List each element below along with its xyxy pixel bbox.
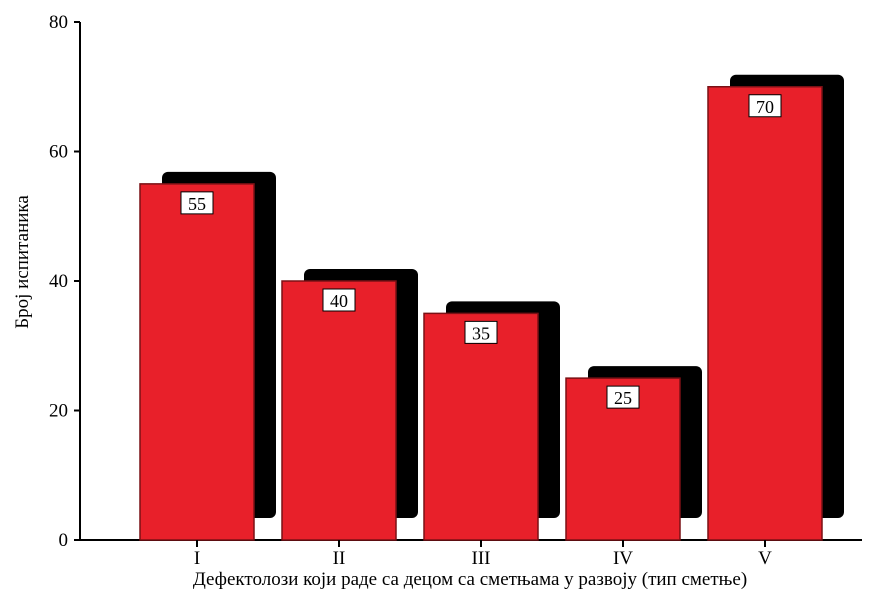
bar <box>281 280 397 541</box>
x-tick-label: III <box>472 548 491 569</box>
x-axis-title: Дефектолози који раде са децом са сметња… <box>193 569 747 590</box>
y-tick-label: 0 <box>59 530 69 551</box>
x-tick-label: IV <box>613 548 633 569</box>
data-label: 35 <box>472 323 490 343</box>
x-tick-label: II <box>333 548 346 569</box>
data-label-box <box>748 94 782 118</box>
y-tick-label: 20 <box>49 401 68 422</box>
data-label-box <box>464 320 498 344</box>
bar <box>707 86 823 541</box>
bars: 55 40 35 25 70 <box>139 74 844 541</box>
y-tick-label: 80 <box>49 12 68 33</box>
y-ticks: 0 20 40 60 80 <box>49 12 80 551</box>
x-ticks: I II III IV V <box>194 540 772 569</box>
data-label-box <box>322 288 356 312</box>
data-label: 55 <box>188 194 206 214</box>
x-tick-label: I <box>194 548 200 569</box>
y-tick-label: 60 <box>49 142 68 163</box>
data-label-box <box>180 191 214 215</box>
y-tick-label: 40 <box>49 271 68 292</box>
data-label-box <box>606 385 640 409</box>
bar <box>423 312 539 541</box>
x-tick-label: V <box>758 548 772 569</box>
data-label: 70 <box>756 97 774 117</box>
y-axis-title: Број испитаника <box>12 195 33 329</box>
bar <box>139 183 255 541</box>
data-label: 25 <box>614 388 632 408</box>
data-label: 40 <box>330 291 348 311</box>
